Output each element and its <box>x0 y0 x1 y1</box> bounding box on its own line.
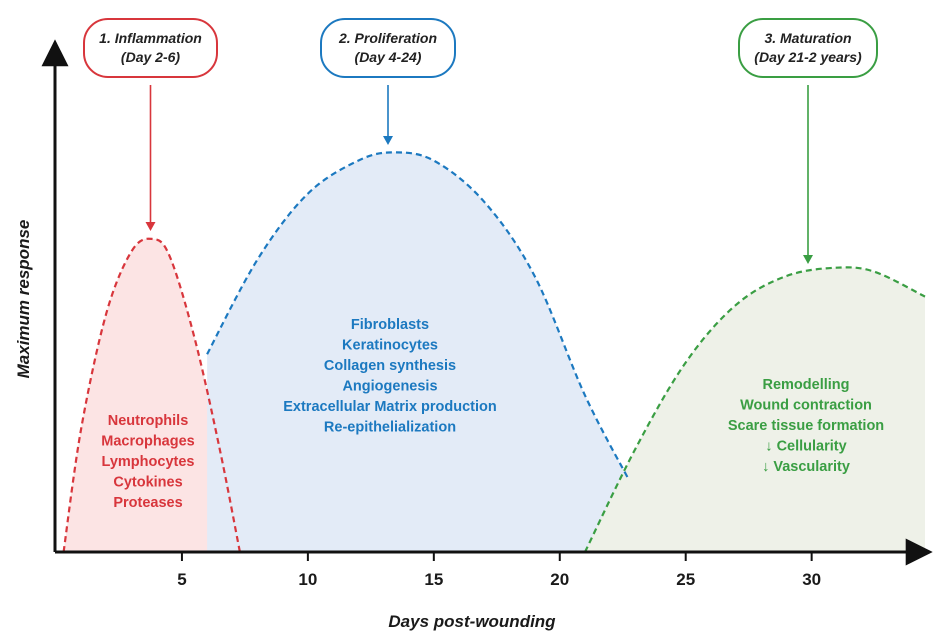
phase-areas <box>63 152 925 553</box>
item-proliferation: Re-epithelialization <box>324 420 456 436</box>
x-tick-label: 20 <box>550 570 569 589</box>
phase-item-lists: Neutrophils Macrophages Lymphocytes Cytokin… <box>101 317 884 511</box>
y-axis-title: Maximum response <box>14 220 33 379</box>
x-tick-label: 10 <box>298 570 317 589</box>
item-proliferation: Collagen synthesis <box>324 358 456 374</box>
x-tick-label: 30 <box>802 570 821 589</box>
item-inflammation: Lymphocytes <box>102 454 195 470</box>
callout-proliferation <box>320 18 456 78</box>
item-proliferation: Extracellular Matrix production <box>283 399 497 415</box>
curve-maturation <box>584 266 926 553</box>
curve-inflammation <box>62 237 241 553</box>
callout-inflammation <box>83 18 218 78</box>
x-tick-label: 25 <box>676 570 695 589</box>
item-maturation: ↓ Vascularity <box>762 459 850 475</box>
x-axis-ticks: 5 10 15 20 25 30 <box>177 552 821 589</box>
phase-callouts: 1. Inflammation (Day 2-6) 2. Proliferation… <box>83 18 878 264</box>
item-proliferation: Fibroblasts <box>351 317 429 333</box>
item-proliferation: Keratinocytes <box>342 338 438 354</box>
x-axis-title: Days post-wounding <box>388 612 556 631</box>
area-inflammation <box>63 238 240 553</box>
item-inflammation: Macrophages <box>101 434 194 450</box>
item-maturation: Scare tissue formation <box>728 418 884 434</box>
item-maturation: ↓ Cellularity <box>765 439 846 455</box>
item-proliferation: Angiogenesis <box>342 379 437 395</box>
x-tick-label: 5 <box>177 570 186 589</box>
item-maturation: Remodelling <box>762 377 849 393</box>
item-inflammation: Neutrophils <box>108 413 189 429</box>
callout-maturation <box>738 18 878 78</box>
phase-curves <box>62 151 926 553</box>
item-inflammation: Proteases <box>113 495 182 511</box>
callout-range-maturation: (Day 21-2 years) <box>754 49 862 65</box>
area-maturation <box>585 267 925 552</box>
callout-arrowhead-inflammation <box>145 222 156 231</box>
callout-arrowhead-proliferation <box>383 136 393 145</box>
callout-title-inflammation: 1. Inflammation <box>99 30 202 46</box>
x-tick-label: 15 <box>424 570 443 589</box>
callout-title-maturation: 3. Maturation <box>764 30 851 46</box>
item-maturation: Wound contraction <box>740 398 872 414</box>
callout-title-proliferation: 2. Proliferation <box>338 30 437 46</box>
area-proliferation <box>207 152 628 552</box>
callout-arrowhead-maturation <box>803 255 813 264</box>
callout-range-inflammation: (Day 2-6) <box>121 49 180 65</box>
callout-range-proliferation: (Day 4-24) <box>355 49 422 65</box>
item-inflammation: Cytokines <box>113 475 182 491</box>
